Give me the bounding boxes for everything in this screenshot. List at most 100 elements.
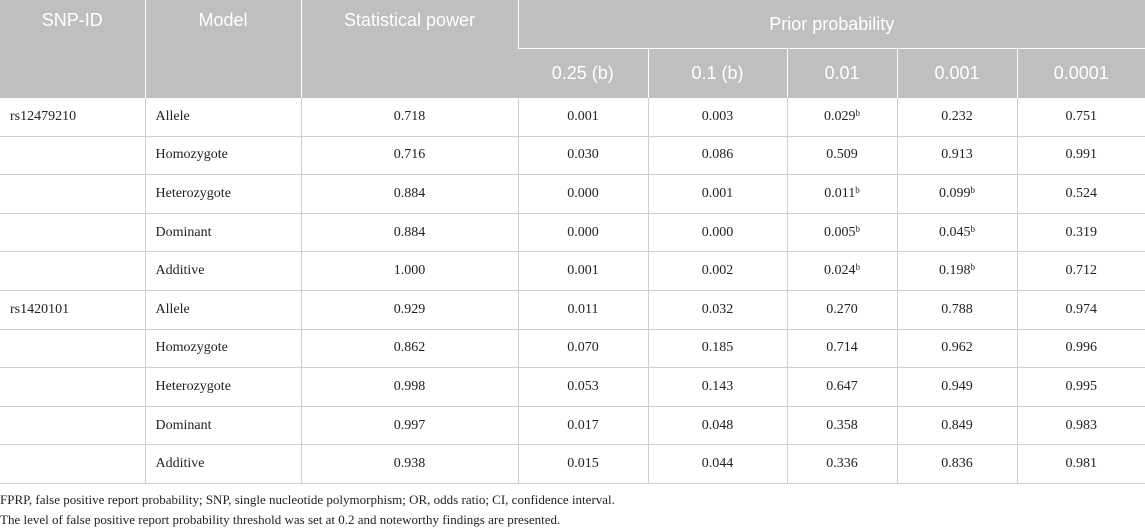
cell-statistical-power-text: 0.716 bbox=[393, 147, 426, 163]
cell-prior-value: 0.001 bbox=[517, 251, 648, 291]
cell-prior-value: 0.198b bbox=[896, 251, 1017, 291]
cell-snp-id: rs12479210 bbox=[0, 97, 145, 137]
header-statistical-power: Statistical power bbox=[300, 0, 518, 98]
cell-snp-id bbox=[0, 251, 145, 291]
cell-prior-value-text: 0.336 bbox=[826, 456, 858, 472]
table-row: rs1420101 Allele 0.929 0.011 0.032 0.270 0.788… bbox=[0, 290, 1145, 330]
table-row: Heterozygote 0.998 0.053 0.143 0.647 0.949 0.9… bbox=[0, 367, 1145, 407]
cell-model: Heterozygote bbox=[144, 367, 301, 407]
cell-statistical-power-text: 0.938 bbox=[393, 456, 426, 472]
cell-prior-value-text: 0.996 bbox=[1065, 340, 1098, 356]
cell-prior-value: 0.509 bbox=[786, 136, 897, 176]
cell-statistical-power-text: 0.929 bbox=[393, 301, 426, 317]
cell-model-text: Heterozygote bbox=[155, 185, 231, 201]
cell-prior-value: 0.913 bbox=[896, 136, 1017, 176]
cell-model: Dominant bbox=[144, 406, 301, 446]
cell-model: Dominant bbox=[144, 213, 301, 253]
cell-model: Allele bbox=[144, 290, 301, 330]
cell-prior-value-text: 0.030 bbox=[567, 147, 599, 163]
cell-prior-value-text: 0.647 bbox=[826, 378, 858, 394]
cell-model: Additive bbox=[144, 251, 301, 291]
table-header: SNP-ID Model Statistical power Prior pro… bbox=[0, 0, 1145, 98]
fprp-table: SNP-ID Model Statistical power Prior pro… bbox=[0, 0, 1145, 484]
table-row: Homozygote 0.716 0.030 0.086 0.509 0.913 0.991 bbox=[0, 136, 1145, 176]
cell-prior-value-text: 0.232 bbox=[941, 108, 973, 124]
cell-prior-value: 0.712 bbox=[1016, 251, 1145, 291]
cell-prior-value: 0.991 bbox=[1016, 136, 1145, 176]
cell-prior-value: 0.995 bbox=[1016, 367, 1145, 407]
cell-prior-value-text: 0.751 bbox=[1065, 108, 1098, 124]
cell-statistical-power: 0.884 bbox=[300, 174, 518, 214]
cell-model: Homozygote bbox=[144, 329, 301, 369]
header-prior-4: 0.0001 bbox=[1016, 48, 1145, 98]
table-row: Dominant 0.997 0.017 0.048 0.358 0.849 0.983 bbox=[0, 406, 1145, 446]
cell-prior-value: 0.319 bbox=[1016, 213, 1145, 253]
header-prior-2: 0.01 bbox=[786, 48, 897, 98]
table-row: rs12479210 Allele 0.718 0.001 0.003 0.029b 0.2… bbox=[0, 97, 1145, 137]
cell-prior-value: 0.086 bbox=[647, 136, 787, 176]
cell-prior-value-text: 0.524 bbox=[1065, 185, 1098, 201]
cell-prior-value: 0.070 bbox=[517, 329, 648, 369]
cell-prior-value-text: 0.712 bbox=[1065, 263, 1098, 279]
footnote-marker: b bbox=[970, 262, 976, 273]
cell-snp-id bbox=[0, 136, 145, 176]
cell-prior-value: 0.015 bbox=[517, 444, 648, 484]
cell-model-text: Allele bbox=[155, 301, 190, 317]
cell-model: Heterozygote bbox=[144, 174, 301, 214]
cell-prior-value-text: 0.788 bbox=[941, 301, 973, 317]
cell-prior-value-text: 0.015 bbox=[567, 456, 599, 472]
cell-prior-value: 0.002 bbox=[647, 251, 787, 291]
cell-prior-value: 0.005b bbox=[786, 213, 897, 253]
cell-prior-value-text: 0.358 bbox=[826, 417, 858, 433]
table-footnotes: FPRP, false positive report probability;… bbox=[0, 490, 615, 530]
cell-prior-value-text: 0.024 bbox=[824, 263, 856, 279]
cell-snp-id-text: rs12479210 bbox=[10, 108, 77, 124]
cell-prior-value: 0.048 bbox=[647, 406, 787, 446]
cell-statistical-power-text: 0.862 bbox=[393, 340, 426, 356]
cell-prior-value: 0.981 bbox=[1016, 444, 1145, 484]
header-model: Model bbox=[144, 0, 301, 98]
cell-prior-value-text: 0.319 bbox=[1065, 224, 1098, 240]
fprp-table-container: SNP-ID Model Statistical power Prior pro… bbox=[0, 0, 1145, 484]
cell-model-text: Homozygote bbox=[155, 340, 228, 356]
footnote-marker: b bbox=[855, 262, 861, 273]
cell-prior-value: 0.647 bbox=[786, 367, 897, 407]
cell-prior-value-text: 0.000 bbox=[567, 185, 599, 201]
cell-prior-value-text: 0.099 bbox=[939, 185, 971, 201]
cell-prior-value: 0.000 bbox=[517, 174, 648, 214]
cell-statistical-power: 0.998 bbox=[300, 367, 518, 407]
cell-statistical-power-text: 0.884 bbox=[393, 224, 426, 240]
cell-prior-value-text: 0.032 bbox=[701, 301, 734, 317]
footnote-marker: b bbox=[970, 184, 976, 195]
cell-prior-value: 0.000 bbox=[517, 213, 648, 253]
cell-prior-value-text: 0.991 bbox=[1065, 147, 1098, 163]
cell-prior-value: 0.949 bbox=[896, 367, 1017, 407]
cell-prior-value: 0.270 bbox=[786, 290, 897, 330]
cell-snp-id bbox=[0, 367, 145, 407]
cell-prior-value-text: 0.849 bbox=[941, 417, 973, 433]
cell-statistical-power: 0.938 bbox=[300, 444, 518, 484]
cell-statistical-power: 1.000 bbox=[300, 251, 518, 291]
table-body: rs12479210 Allele 0.718 0.001 0.003 0.029b 0.2… bbox=[0, 97, 1145, 484]
cell-prior-value: 0.001 bbox=[647, 174, 787, 214]
cell-prior-value-text: 0.983 bbox=[1065, 417, 1098, 433]
cell-prior-value: 0.232 bbox=[896, 97, 1017, 137]
table-row: Dominant 0.884 0.000 0.000 0.005b 0.045b 0.319 bbox=[0, 213, 1145, 253]
footnote-marker: b bbox=[855, 223, 861, 234]
header-prior-probability: Prior probability bbox=[517, 0, 1145, 49]
cell-statistical-power: 0.718 bbox=[300, 97, 518, 137]
footnote-marker: b bbox=[970, 223, 976, 234]
cell-statistical-power: 0.884 bbox=[300, 213, 518, 253]
cell-snp-id bbox=[0, 444, 145, 484]
table-row: Homozygote 0.862 0.070 0.185 0.714 0.962 0.996 bbox=[0, 329, 1145, 369]
cell-prior-value: 0.000 bbox=[647, 213, 787, 253]
cell-prior-value-text: 0.509 bbox=[826, 147, 858, 163]
cell-prior-value: 0.524 bbox=[1016, 174, 1145, 214]
cell-snp-id-text: rs1420101 bbox=[10, 301, 70, 317]
cell-prior-value-text: 0.000 bbox=[567, 224, 599, 240]
cell-prior-value: 0.996 bbox=[1016, 329, 1145, 369]
cell-prior-value-text: 0.001 bbox=[701, 185, 734, 201]
cell-prior-value: 0.788 bbox=[896, 290, 1017, 330]
cell-model: Allele bbox=[144, 97, 301, 137]
cell-model-text: Dominant bbox=[155, 224, 212, 240]
